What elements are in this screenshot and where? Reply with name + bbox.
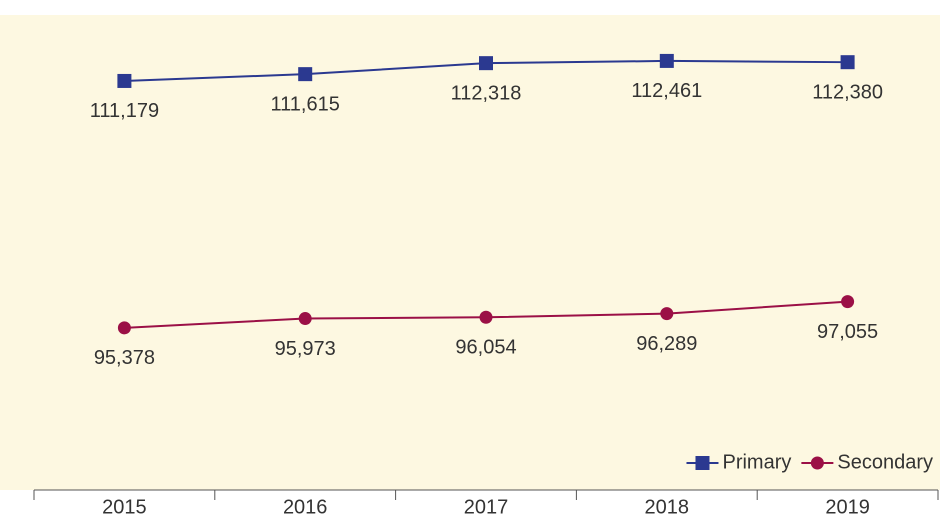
x-tick-label: 2017 [464, 496, 509, 518]
x-tick-label: 2018 [645, 496, 690, 518]
data-label: 112,461 [631, 80, 702, 102]
data-label: 96,289 [636, 333, 697, 355]
data-point [840, 55, 855, 70]
legend-label: Secondary [837, 451, 933, 473]
x-tick-label: 2016 [283, 496, 328, 518]
data-point [479, 310, 493, 324]
legend-marker [695, 456, 710, 470]
data-point [298, 67, 313, 82]
data-point [841, 295, 855, 309]
data-label: 112,318 [451, 82, 522, 104]
data-point [660, 307, 674, 321]
data-label: 95,378 [94, 347, 155, 369]
data-point [659, 53, 674, 68]
data-point [117, 321, 131, 335]
data-point [298, 312, 312, 326]
legend-marker [810, 456, 824, 470]
plot-background [0, 15, 940, 490]
x-tick-label: 2019 [825, 496, 870, 518]
data-point [117, 73, 132, 88]
data-label: 111,179 [90, 100, 159, 122]
x-tick-label: 2015 [102, 496, 147, 518]
data-label: 95,973 [275, 338, 336, 360]
data-label: 96,054 [455, 337, 516, 359]
data-label: 111,615 [271, 93, 340, 115]
data-label: 112,380 [812, 81, 883, 103]
legend-label: Primary [722, 451, 791, 473]
data-label: 97,055 [817, 321, 878, 343]
data-point [479, 56, 493, 71]
